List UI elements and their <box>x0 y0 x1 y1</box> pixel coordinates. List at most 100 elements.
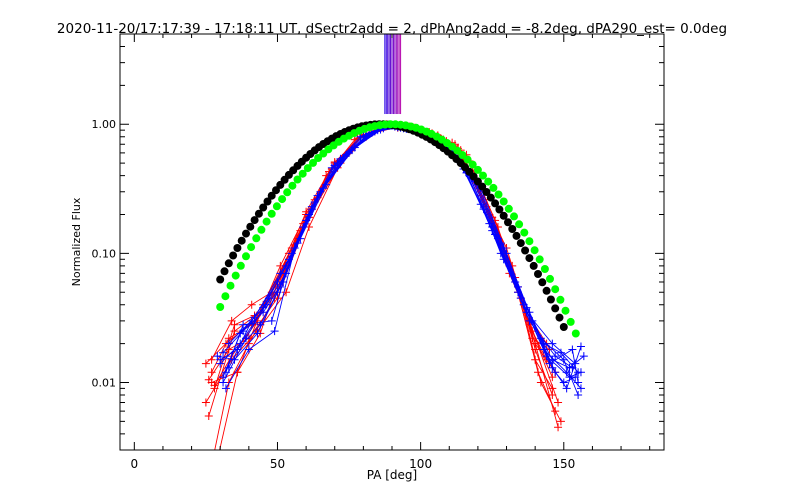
model-point <box>530 246 539 255</box>
model-point <box>535 255 544 264</box>
plus-marker <box>204 412 213 421</box>
plus-marker <box>282 288 291 297</box>
model-point <box>267 191 276 200</box>
plus-marker <box>554 423 563 432</box>
plus-marker <box>488 223 497 232</box>
plus-marker <box>259 303 268 312</box>
plus-marker <box>536 378 545 387</box>
model-point <box>494 190 503 199</box>
model-point <box>237 236 246 245</box>
model-point <box>252 234 261 243</box>
model-point <box>458 151 467 159</box>
model-point <box>504 204 513 213</box>
model-point <box>495 205 504 214</box>
model-point <box>283 188 292 197</box>
model-point <box>298 169 307 178</box>
model-point <box>473 165 482 174</box>
model-point <box>504 218 512 227</box>
model-point <box>508 225 517 233</box>
plus-marker <box>568 345 577 354</box>
x-tick-label: 100 <box>409 457 432 471</box>
model-point <box>489 183 498 192</box>
model-point <box>309 158 317 167</box>
model-point <box>525 254 534 263</box>
model-point <box>534 270 542 278</box>
model-point <box>551 304 560 313</box>
model-point <box>546 274 554 283</box>
model-point <box>236 261 245 270</box>
trace-line <box>214 125 553 389</box>
trace-red-10 <box>214 121 563 450</box>
model-point <box>516 239 525 248</box>
plus-marker <box>548 355 557 364</box>
model-point <box>486 193 495 202</box>
model-point <box>468 160 477 169</box>
axis-layer: 0 50 100 150 0.01 0.10 1.00 <box>92 33 664 471</box>
model-point <box>566 317 575 326</box>
model-point <box>262 217 271 226</box>
trace-line <box>214 125 559 450</box>
model-point <box>231 271 240 280</box>
x-tick-label: 50 <box>270 457 285 471</box>
y-tick-label: 0.10 <box>92 247 117 260</box>
y-tick-label: 1.00 <box>92 118 117 131</box>
trace-line <box>222 126 582 383</box>
plus-marker <box>227 316 236 325</box>
plus-marker <box>548 373 557 382</box>
plus-marker <box>244 345 253 354</box>
plus-marker <box>548 339 557 348</box>
plus-marker <box>253 329 262 338</box>
model-point <box>512 231 521 240</box>
plus-marker <box>562 384 571 393</box>
plus-marker <box>579 352 588 361</box>
plus-marker <box>201 359 210 368</box>
plus-marker <box>221 384 230 393</box>
plus-marker <box>554 398 563 407</box>
plus-marker <box>224 339 233 348</box>
trace-red-9 <box>219 120 557 450</box>
model-point <box>499 197 508 206</box>
trace-line <box>225 126 579 383</box>
plus-marker <box>239 320 248 329</box>
trace-red-1 <box>201 121 560 377</box>
plus-marker <box>565 363 574 372</box>
model-point <box>463 155 472 164</box>
model-point <box>561 306 570 315</box>
model-point <box>484 177 493 186</box>
plus-marker <box>576 384 585 393</box>
plus-marker <box>224 363 233 372</box>
model-point <box>478 182 487 191</box>
plus-marker <box>336 154 345 163</box>
plus-marker <box>219 373 228 382</box>
plus-marker <box>571 373 580 382</box>
trace-line <box>211 126 548 383</box>
model-point <box>515 220 524 229</box>
model-point <box>529 261 538 270</box>
model-point <box>224 259 233 268</box>
plus-marker <box>531 339 540 348</box>
model-point <box>521 246 530 255</box>
model-point <box>254 209 263 218</box>
model-point <box>229 251 238 260</box>
plus-marker <box>551 368 560 377</box>
x-axis-label: PA [deg] <box>367 468 417 482</box>
model-point <box>242 229 250 238</box>
plus-marker <box>247 300 256 309</box>
trace-line <box>208 124 553 417</box>
model-point <box>267 209 276 218</box>
trace-line <box>228 127 576 384</box>
model-point <box>551 285 560 294</box>
plus-marker <box>574 390 583 399</box>
trace-red-3 <box>204 120 557 421</box>
plus-marker <box>270 327 279 336</box>
model-point <box>272 202 281 211</box>
vertical-markers <box>384 34 402 115</box>
plus-marker <box>574 378 583 387</box>
model-point <box>520 228 529 237</box>
model-point <box>216 275 225 284</box>
model-point <box>538 278 547 287</box>
model-point <box>540 265 549 273</box>
model-point <box>233 244 242 252</box>
plus-marker <box>327 163 336 172</box>
